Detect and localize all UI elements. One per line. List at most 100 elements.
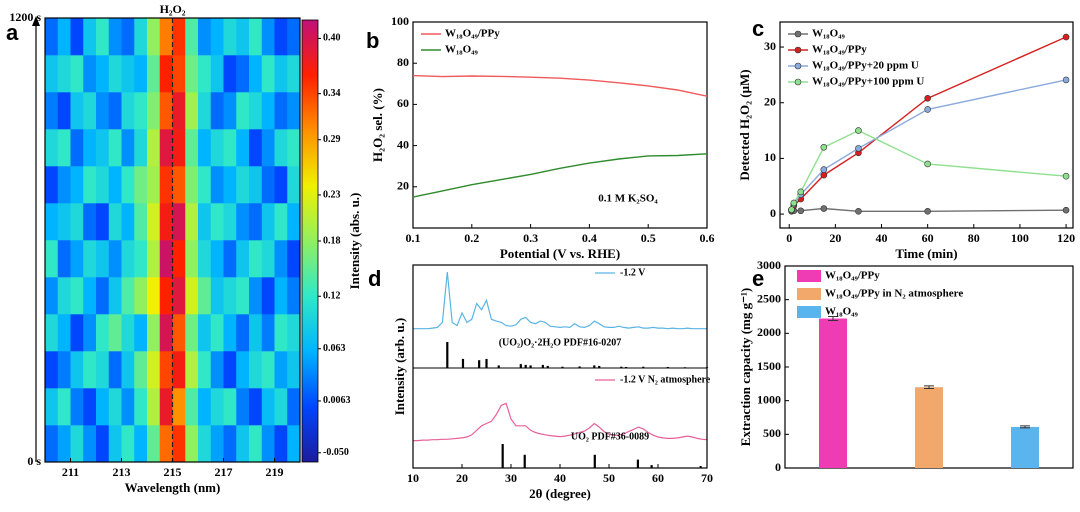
- heatmap-cell: [261, 240, 275, 278]
- heatmap-cell: [236, 18, 250, 56]
- legend-label: W₁₈O₄₉: [445, 44, 478, 56]
- plot-frame: [412, 264, 708, 469]
- point: [790, 199, 798, 207]
- heatmap-cell: [45, 425, 59, 463]
- heatmap-cell: [57, 314, 71, 352]
- heatmap-cell: [185, 55, 199, 93]
- heatmap-cell: [134, 240, 148, 278]
- heatmap-cell: [121, 240, 135, 278]
- heatmap-cell: [45, 18, 59, 56]
- x-tick-label: 100: [1011, 231, 1029, 245]
- x-axis-label: 2θ (degree): [529, 486, 591, 501]
- plot-frame: [44, 17, 301, 463]
- heatmap-cell: [210, 277, 224, 315]
- heatmap-cell: [223, 277, 237, 315]
- heatmap-cell: [198, 203, 212, 241]
- heatmap-cell: [287, 55, 301, 93]
- legend-marker: [794, 78, 802, 86]
- heatmap-cell: [121, 388, 135, 426]
- heatmap-cell: [249, 314, 263, 352]
- legend-label: W₁₈O₄₉/PPy+100 ppm U: [812, 76, 924, 88]
- heatmap-cell: [121, 314, 135, 352]
- heatmap-cell: [147, 129, 161, 167]
- heatmap-cell: [96, 314, 110, 352]
- heatmap-cell: [172, 240, 186, 278]
- heatmap-cell: [287, 277, 301, 315]
- heatmap-cell: [57, 92, 71, 130]
- panel-letter: c: [752, 16, 764, 41]
- x-tick-label: 30: [505, 471, 517, 485]
- point: [924, 207, 931, 215]
- legend-label: W₁₈O₄₉: [812, 28, 845, 40]
- x-tick-label: 20: [829, 231, 841, 245]
- y-tick-label: 30: [764, 39, 776, 53]
- heatmap-cell: [108, 18, 122, 56]
- heatmap-cell: [147, 55, 161, 93]
- point: [820, 171, 828, 179]
- heatmap-cell: [96, 55, 110, 93]
- heatmap-cell: [147, 92, 161, 130]
- heatmap-cell: [57, 425, 71, 463]
- x-tick-label: 80: [968, 231, 980, 245]
- heatmap-cell: [172, 166, 186, 204]
- heatmap-cell: [287, 351, 301, 389]
- legend-swatch: [797, 306, 821, 318]
- heatmap-cell: [274, 129, 288, 167]
- heatmap-cell: [159, 351, 173, 389]
- heatmap-cell: [210, 425, 224, 463]
- heatmap-cell: [274, 18, 288, 56]
- heatmap-cell: [45, 203, 59, 241]
- heatmap-cell: [185, 92, 199, 130]
- heatmap-cell: [185, 18, 199, 56]
- legend-swatch: [797, 288, 821, 300]
- y-tick-label: 60: [397, 96, 409, 110]
- x-tick-label: 60: [652, 471, 664, 485]
- heatmap-cell: [210, 240, 224, 278]
- heatmap-cell: [223, 129, 237, 167]
- heatmap-cell: [108, 55, 122, 93]
- x-tick-label: 215: [164, 465, 182, 479]
- xrd-pattern: [413, 402, 708, 442]
- heatmap-cell: [261, 203, 275, 241]
- heatmap-cell: [159, 18, 173, 56]
- legend-marker: [794, 46, 802, 54]
- heatmap-cell: [172, 55, 186, 93]
- point: [1062, 33, 1070, 41]
- heatmap-cell: [70, 92, 84, 130]
- heatmap-cell: [274, 425, 288, 463]
- heatmap-cell: [45, 388, 59, 426]
- y-axis-label: H₂O₂ sel. (%): [370, 88, 385, 162]
- reference-label: (UO₂)O₂·2H₂O PDF#16-0207: [499, 337, 622, 348]
- x-tick-label: 40: [876, 231, 888, 245]
- heatmap-cell: [147, 351, 161, 389]
- heatmap-cell: [249, 240, 263, 278]
- heatmap-cell: [134, 351, 148, 389]
- heatmap-cell: [96, 166, 110, 204]
- heatmap-cell: [83, 314, 97, 352]
- heatmap-cell: [261, 18, 275, 56]
- heatmap-cell: [147, 277, 161, 315]
- heatmap-cell: [147, 425, 161, 463]
- legend-label: W₁₈O₄₉: [825, 306, 858, 318]
- heatmap-cell: [159, 92, 173, 130]
- heatmap-cell: [172, 92, 186, 130]
- heatmap-cell: [274, 314, 288, 352]
- heatmap-cell: [147, 314, 161, 352]
- x-tick-label: 10: [407, 471, 419, 485]
- heatmap-cell: [274, 55, 288, 93]
- plot-frame: [412, 21, 708, 229]
- heatmap-cell: [159, 240, 173, 278]
- y-axis-label: Extraction capacity (mg g⁻¹): [738, 288, 753, 446]
- heatmap-cell: [121, 55, 135, 93]
- heatmap-cell: [185, 388, 199, 426]
- legend-swatch: [797, 270, 821, 282]
- reference-label: UO₂ PDF#36-0089: [571, 431, 649, 442]
- heatmap-cell: [121, 203, 135, 241]
- heatmap-cell: [198, 314, 212, 352]
- heatmap-cell: [223, 240, 237, 278]
- heatmap-cell: [83, 425, 97, 463]
- heatmap-cell: [274, 92, 288, 130]
- bar: [915, 387, 943, 468]
- heatmap-cell: [185, 129, 199, 167]
- heatmap-cell: [147, 203, 161, 241]
